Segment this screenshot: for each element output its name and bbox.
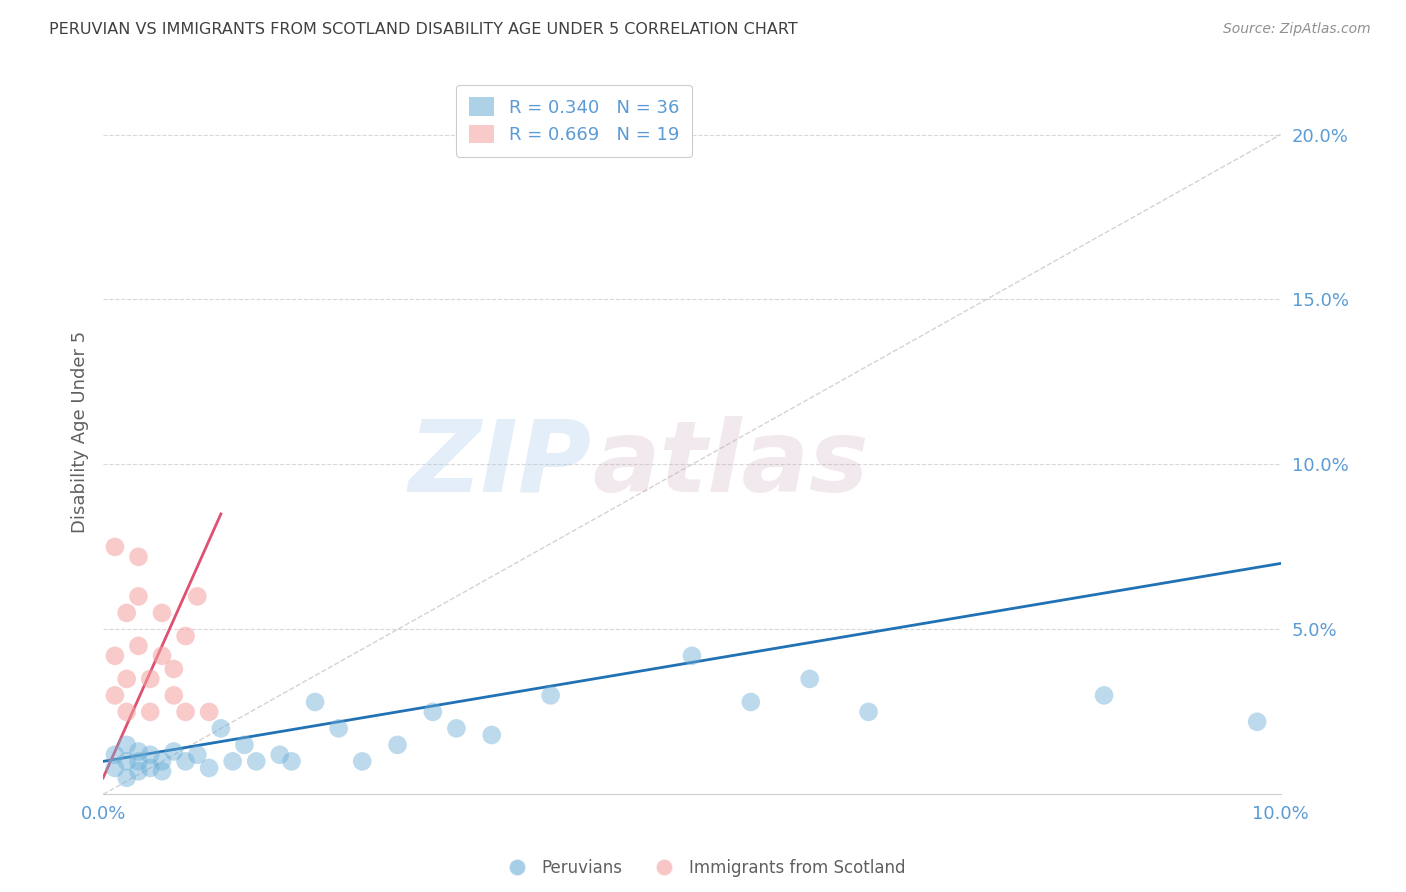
Point xyxy=(799,672,821,686)
Point xyxy=(446,722,468,736)
Point xyxy=(186,590,208,604)
Point xyxy=(127,549,149,564)
Point xyxy=(104,747,127,762)
Point xyxy=(740,695,762,709)
Point xyxy=(221,755,243,769)
Legend: Peruvians, Immigrants from Scotland: Peruvians, Immigrants from Scotland xyxy=(494,853,912,884)
Point xyxy=(328,722,350,736)
Point xyxy=(422,705,444,719)
Point xyxy=(233,738,256,752)
Point xyxy=(127,755,149,769)
Point xyxy=(150,755,173,769)
Point xyxy=(104,761,127,775)
Point xyxy=(104,648,127,663)
Point xyxy=(280,755,302,769)
Point xyxy=(174,705,197,719)
Point xyxy=(1246,714,1268,729)
Point xyxy=(139,747,162,762)
Point xyxy=(115,705,138,719)
Text: PERUVIAN VS IMMIGRANTS FROM SCOTLAND DISABILITY AGE UNDER 5 CORRELATION CHART: PERUVIAN VS IMMIGRANTS FROM SCOTLAND DIS… xyxy=(49,22,799,37)
Y-axis label: Disability Age Under 5: Disability Age Under 5 xyxy=(72,330,89,533)
Point xyxy=(104,540,127,554)
Point xyxy=(245,755,267,769)
Point xyxy=(115,755,138,769)
Point xyxy=(198,705,221,719)
Point xyxy=(115,672,138,686)
Point xyxy=(681,648,703,663)
Point xyxy=(104,689,127,703)
Point xyxy=(269,747,291,762)
Point xyxy=(352,755,374,769)
Text: ZIP: ZIP xyxy=(409,416,592,513)
Point xyxy=(115,771,138,785)
Point xyxy=(304,695,326,709)
Point xyxy=(127,744,149,758)
Point xyxy=(150,648,173,663)
Point xyxy=(174,629,197,643)
Point xyxy=(1092,689,1115,703)
Point xyxy=(540,689,562,703)
Point xyxy=(115,606,138,620)
Point xyxy=(858,705,880,719)
Point xyxy=(186,747,208,762)
Point xyxy=(163,662,186,676)
Point xyxy=(163,689,186,703)
Point xyxy=(481,728,503,742)
Point xyxy=(209,722,232,736)
Point xyxy=(387,738,409,752)
Text: Source: ZipAtlas.com: Source: ZipAtlas.com xyxy=(1223,22,1371,37)
Text: atlas: atlas xyxy=(592,416,869,513)
Point xyxy=(127,639,149,653)
Point xyxy=(127,590,149,604)
Point xyxy=(150,606,173,620)
Point xyxy=(198,761,221,775)
Point xyxy=(163,744,186,758)
Point xyxy=(115,738,138,752)
Point xyxy=(139,761,162,775)
Point xyxy=(150,764,173,779)
Legend: R = 0.340   N = 36, R = 0.669   N = 19: R = 0.340 N = 36, R = 0.669 N = 19 xyxy=(457,85,692,157)
Point xyxy=(139,672,162,686)
Point xyxy=(174,755,197,769)
Point xyxy=(127,764,149,779)
Point xyxy=(139,705,162,719)
